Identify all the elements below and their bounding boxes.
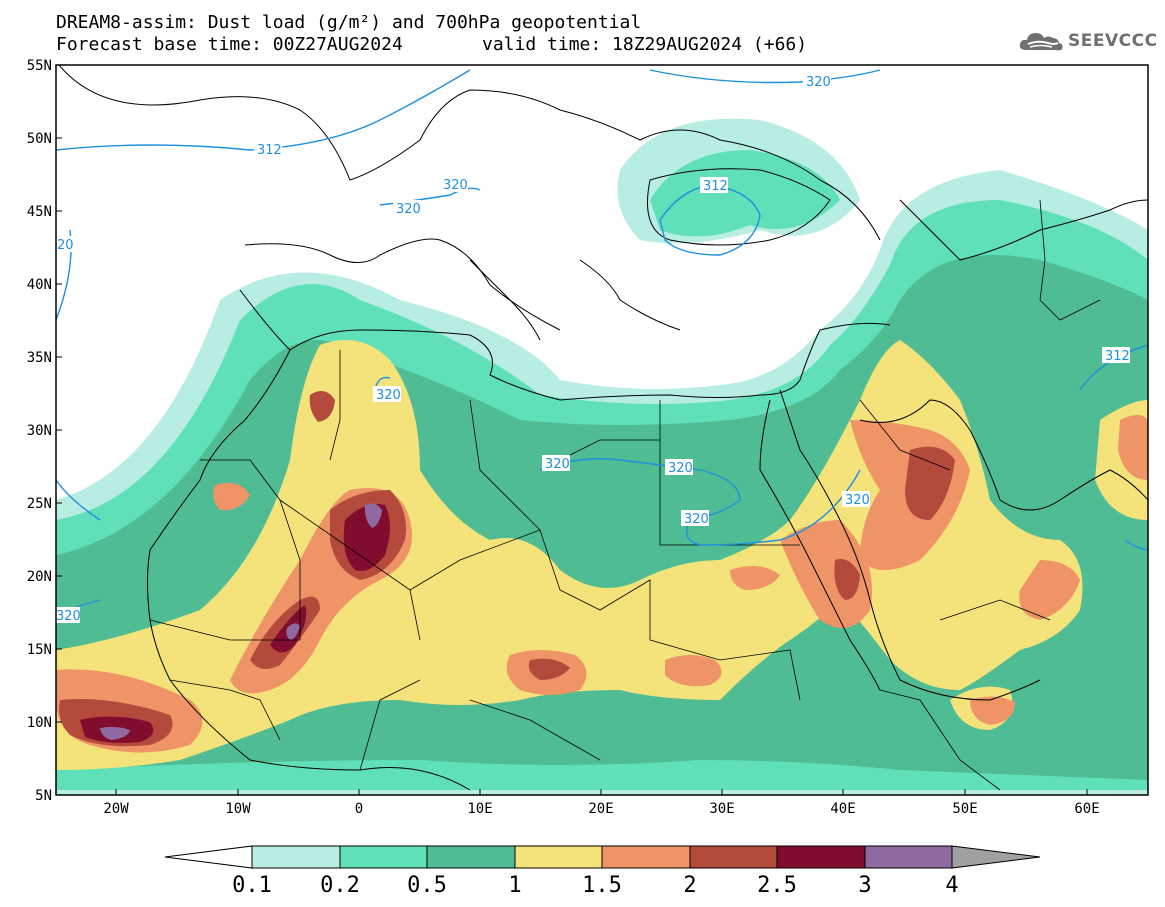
lon-label: 60E (1074, 801, 1099, 817)
contour-label: 320 (443, 178, 468, 193)
dust-band-3 (100, 726, 130, 740)
colorbar-label: 0.1 (232, 873, 272, 898)
seevccc-logo: SEEVCCC (1018, 28, 1158, 54)
colorbar-labels: 0.1 0.2 0.5 1 1.5 2 2.5 3 4 (232, 873, 959, 898)
contour-labels: 320 312 320 320 312 20 320 320 320 320 3… (56, 73, 1130, 624)
colorbar-label: 1.5 (582, 873, 622, 898)
colorbar-swatch-2.5 (776, 845, 866, 869)
colorbar-label: 0.5 (407, 873, 447, 898)
cloud-logo-icon (1019, 33, 1063, 51)
lon-label: 20W (103, 801, 129, 817)
forecast-base-time: Forecast base time: 00Z27AUG2024 (56, 34, 403, 55)
lon-label: 20E (588, 801, 613, 817)
colorbar-label: 4 (945, 873, 958, 898)
colorbar-swatch-2 (689, 845, 778, 869)
lat-label: 40N (27, 277, 52, 293)
latitude-axis (56, 64, 62, 796)
colorbar-swatch-1 (514, 845, 603, 869)
logo-text: SEEVCCC (1068, 31, 1158, 51)
lat-label: 50N (27, 131, 52, 147)
contour-label: 320 (545, 457, 570, 472)
contour-label: 320 (684, 512, 709, 527)
colorbar-label: 0.2 (320, 873, 360, 898)
lon-label: 40E (830, 801, 855, 817)
lat-label: 35N (27, 350, 52, 366)
lat-label: 55N (27, 58, 52, 74)
colorbar-swatch-0.5 (426, 845, 516, 869)
lat-label: 25N (27, 496, 52, 512)
colorbar-swatch-1.5 (601, 845, 691, 869)
colorbar-swatch-3 (864, 845, 953, 869)
contour-label: 312 (1105, 349, 1130, 364)
longitude-labels: 20W 10W 0 10E 20E 30E 40E 50E 60E (103, 801, 1099, 817)
contour-label: 20 (57, 238, 74, 253)
country-borders (149, 199, 1101, 791)
dust-field: 320 312 320 320 312 20 320 320 320 320 3… (56, 65, 1148, 795)
contour-label: 320 (668, 461, 693, 476)
lon-label: 50E (952, 801, 977, 817)
colorbar-low-arrow (164, 845, 253, 869)
lat-label: 45N (27, 204, 52, 220)
contour-label: 320 (806, 75, 831, 90)
contour-label: 320 (845, 493, 870, 508)
latitude-labels: 55N 50N 45N 40N 35N 30N 25N 20N 15N 10N … (27, 58, 52, 804)
valid-time: valid time: 18Z29AUG2024 (+66) (482, 34, 808, 55)
coastlines (58, 65, 1148, 791)
colorbar-high-arrow (951, 845, 1041, 869)
colorbar-label: 2.5 (757, 873, 797, 898)
colorbar-swatch-0.1 (251, 845, 341, 869)
contour-label: 312 (703, 179, 728, 194)
longitude-axis (115, 789, 1088, 795)
contour-label: 320 (56, 609, 81, 624)
colorbar-label: 3 (858, 873, 871, 898)
colorbar-swatch-0.2 (339, 845, 428, 869)
contour-label: 320 (396, 202, 421, 217)
contour-label: 320 (376, 388, 401, 403)
lat-label: 15N (27, 642, 52, 658)
map-title: DREAM8-assim: Dust load (g/m²) and 700hP… (56, 12, 642, 33)
lat-label: 20N (27, 569, 52, 585)
lon-label: 10W (225, 801, 251, 817)
colorbar-label: 2 (683, 873, 696, 898)
contour-label: 312 (257, 143, 282, 158)
dust-band-1 (56, 340, 1083, 770)
lon-label: 0 (355, 801, 363, 817)
lon-label: 30E (709, 801, 734, 817)
lat-label: 10N (27, 715, 52, 731)
lon-label: 10E (467, 801, 492, 817)
colorbar-label: 1 (508, 873, 521, 898)
colorbar (164, 845, 1041, 869)
lat-label: 5N (35, 788, 52, 804)
lat-label: 30N (27, 423, 52, 439)
